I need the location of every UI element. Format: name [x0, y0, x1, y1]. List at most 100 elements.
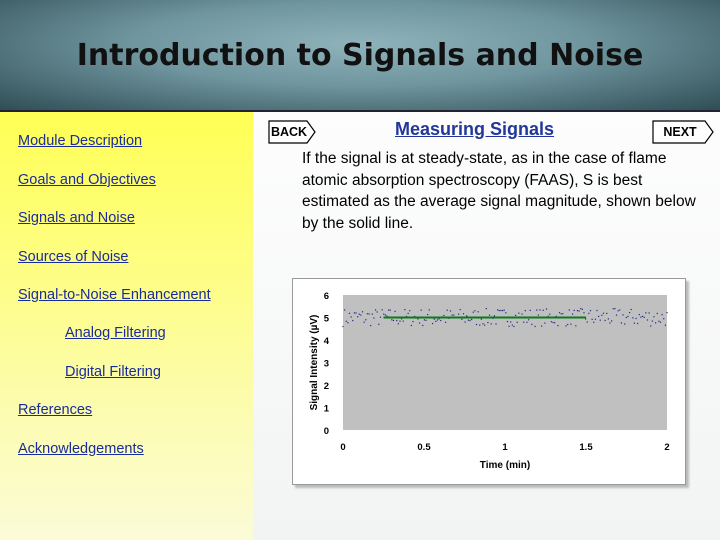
data-point — [536, 309, 538, 311]
data-point — [637, 322, 639, 325]
data-point — [619, 309, 621, 311]
x-tick-label: 0.5 — [417, 442, 431, 453]
data-point — [373, 317, 375, 319]
data-point — [606, 312, 608, 315]
sidebar-item-analog-filtering[interactable]: Analog Filtering — [65, 325, 166, 341]
data-point — [402, 320, 404, 322]
data-point — [389, 309, 391, 311]
data-point — [344, 309, 346, 311]
data-point — [583, 312, 585, 314]
data-point — [379, 316, 382, 318]
x-tick-label: 0 — [340, 442, 345, 453]
data-point — [366, 313, 369, 315]
data-point — [643, 316, 645, 318]
data-point — [503, 309, 505, 311]
data-point — [575, 325, 577, 327]
data-point — [514, 314, 517, 316]
data-point — [614, 308, 616, 310]
data-point — [513, 325, 515, 328]
back-arrow-icon — [268, 120, 316, 144]
data-point — [602, 312, 605, 314]
data-point — [423, 319, 426, 321]
sidebar-item-digital-filtering[interactable]: Digital Filtering — [65, 364, 161, 380]
data-point — [355, 312, 357, 314]
sidebar-item-sources-of-noise[interactable]: Sources of Noise — [18, 249, 129, 265]
data-point — [381, 309, 383, 311]
data-point — [528, 319, 530, 321]
data-point — [529, 309, 531, 312]
data-point — [586, 321, 588, 323]
y-tick-label: 2 — [324, 381, 329, 392]
data-point — [428, 309, 430, 311]
data-point — [570, 323, 572, 325]
data-point — [435, 320, 437, 322]
data-point — [648, 312, 650, 314]
data-point — [500, 309, 502, 312]
y-tick-label: 6 — [324, 291, 329, 302]
data-point — [488, 314, 491, 316]
next-arrow-icon — [652, 120, 714, 144]
data-point — [624, 323, 626, 325]
back-button[interactable]: BACK — [268, 120, 316, 144]
sidebar — [0, 112, 253, 540]
sidebar-item-acknowledgements[interactable]: Acknowledgements — [18, 441, 144, 457]
next-button[interactable]: NEXT — [652, 120, 714, 144]
sidebar-item-references[interactable]: References — [18, 402, 93, 418]
data-point — [516, 321, 518, 323]
chart-frame: 0 1 2 3 4 5 6 0 0.5 1 1.5 2 Time (min) Signal Intensi… — [292, 278, 686, 485]
y-tick-label: 3 — [324, 359, 329, 370]
data-point — [552, 321, 554, 324]
data-point — [412, 320, 414, 323]
data-point — [477, 311, 479, 313]
data-point — [523, 321, 525, 323]
data-point — [565, 325, 567, 327]
plot-area — [343, 295, 667, 430]
data-point — [436, 319, 439, 321]
data-point — [392, 319, 395, 322]
data-point — [664, 324, 666, 326]
sidebar-item-goals-objectives[interactable]: Goals and Objectives — [18, 172, 156, 188]
data-point — [422, 324, 424, 327]
data-point — [410, 324, 412, 327]
data-point — [641, 315, 644, 317]
y-tick-label: 1 — [324, 404, 330, 415]
data-point — [466, 315, 468, 317]
sidebar-item-sn-enhancement[interactable]: Signal-to-Noise Enhancement — [18, 287, 211, 303]
next-button-label: NEXT — [663, 125, 697, 139]
sidebar-item-signals-noise[interactable]: Signals and Noise — [18, 210, 135, 226]
data-point — [425, 319, 427, 321]
data-point — [501, 309, 504, 312]
data-point — [433, 318, 435, 320]
data-point — [480, 318, 482, 320]
data-point — [584, 318, 587, 320]
data-point — [374, 309, 377, 311]
data-point — [656, 312, 658, 315]
data-point — [461, 318, 463, 320]
data-point — [547, 315, 549, 317]
data-point — [666, 311, 668, 314]
data-point — [594, 318, 596, 320]
data-point — [609, 322, 611, 324]
data-point — [384, 314, 386, 316]
data-point — [472, 311, 474, 313]
data-point — [645, 312, 647, 314]
data-point — [659, 321, 662, 323]
data-point — [617, 310, 619, 312]
x-tick-label: 1.5 — [579, 442, 593, 453]
data-point — [397, 323, 399, 325]
data-point — [611, 320, 613, 322]
data-point — [479, 324, 481, 326]
data-point — [661, 314, 663, 316]
data-point — [345, 320, 347, 322]
data-point — [633, 322, 636, 324]
sidebar-item-module-description[interactable]: Module Description — [18, 133, 143, 149]
data-point — [493, 315, 496, 317]
data-point — [353, 312, 355, 314]
data-point — [357, 316, 359, 318]
data-point — [370, 324, 372, 327]
data-point — [562, 313, 564, 315]
data-point — [601, 314, 603, 316]
data-point — [599, 319, 601, 321]
data-point — [444, 321, 447, 323]
header-banner: Introduction to Signals and Noise — [0, 0, 720, 112]
